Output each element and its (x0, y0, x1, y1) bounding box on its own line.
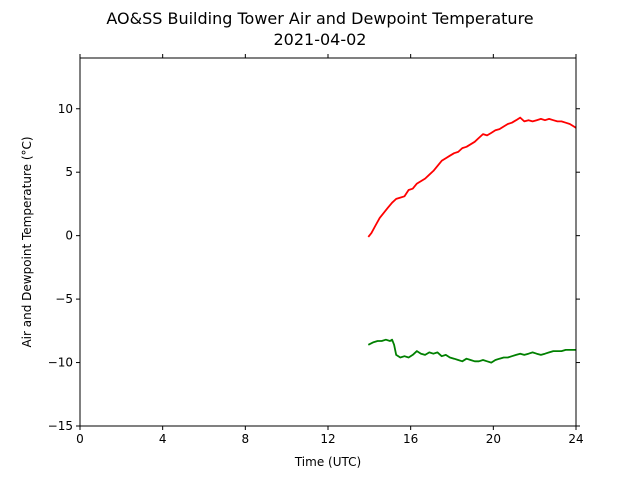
plot-area: 0 4 8 12 16 20 24 −15 −10 −5 0 5 10 (48, 54, 584, 446)
x-tick-label: 20 (486, 432, 501, 446)
y-tick-label: −5 (55, 292, 73, 306)
y-tick-label: −10 (48, 356, 73, 370)
chart-subtitle: 2021-04-02 (274, 30, 367, 49)
x-tick-label: 16 (403, 432, 418, 446)
plot-frame (79, 57, 577, 427)
x-tick-label: 8 (242, 432, 250, 446)
x-tick-label: 0 (76, 432, 84, 446)
series-line-0 (367, 116, 577, 238)
x-tick-label: 24 (568, 432, 583, 446)
y-axis-label: Air and Dewpoint Temperature (°C) (20, 136, 34, 347)
series-line-1 (367, 338, 576, 364)
x-tick-label: 4 (159, 432, 167, 446)
chart-title: AO&SS Building Tower Air and Dewpoint Te… (106, 9, 533, 28)
y-tick-label: −15 (48, 419, 73, 433)
x-tick-label: 12 (320, 432, 335, 446)
y-tick-label: 10 (58, 102, 73, 116)
y-tick-label: 5 (65, 165, 73, 179)
y-tick-label: 0 (65, 229, 73, 243)
x-axis-label: Time (UTC) (294, 455, 361, 469)
